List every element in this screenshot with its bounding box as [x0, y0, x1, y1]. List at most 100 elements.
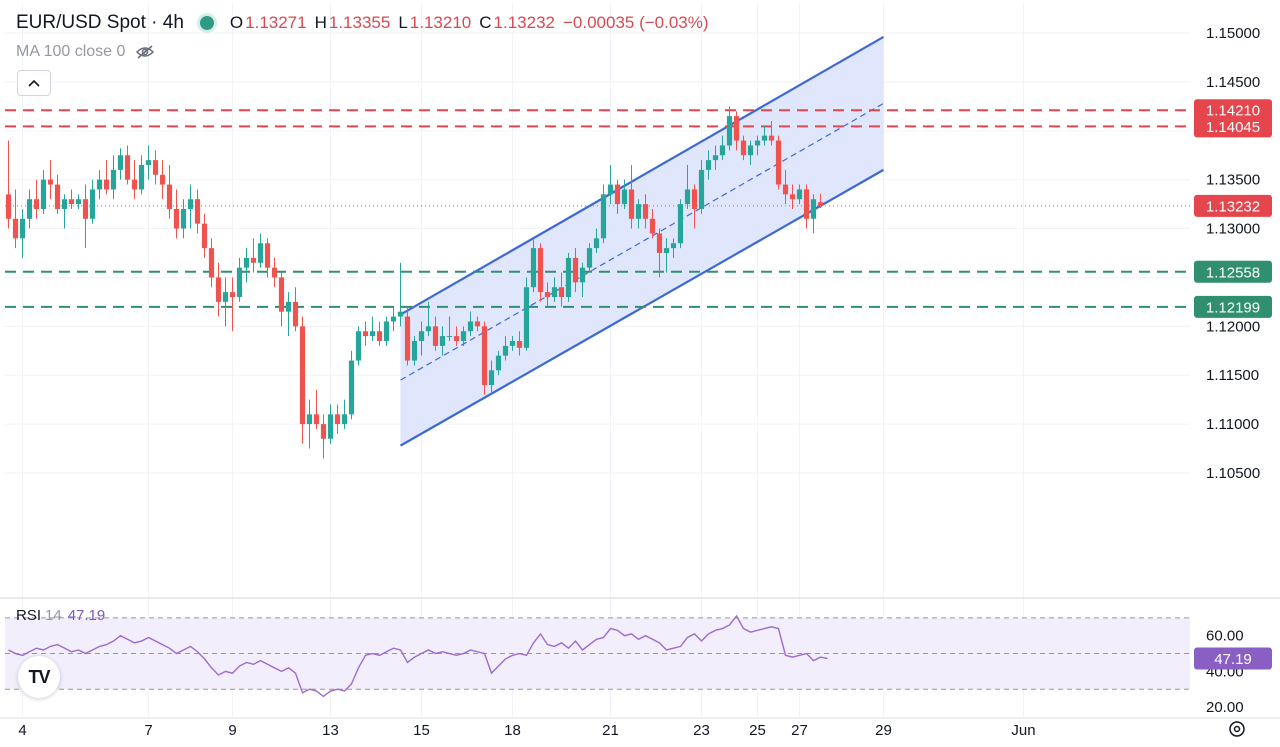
x-axis-tick-label: 4: [18, 722, 26, 739]
settings-gear-icon[interactable]: [1229, 721, 1245, 737]
candle: [96, 169, 103, 200]
candle-body: [544, 292, 551, 297]
candle-body: [586, 248, 593, 268]
candle-body: [789, 194, 796, 200]
candle-body: [264, 243, 271, 268]
candle: [810, 194, 817, 234]
candle-body: [565, 257, 572, 297]
candle-body: [376, 331, 383, 341]
candle: [404, 306, 411, 366]
candle-body: [257, 243, 264, 263]
candle-body: [19, 218, 26, 239]
candle: [642, 194, 649, 229]
candle-body: [768, 135, 775, 141]
collapse-legend-button[interactable]: [17, 70, 51, 96]
price-label-support: 1.12558: [1194, 260, 1272, 283]
candle-body: [327, 414, 334, 439]
candle-body: [61, 199, 68, 209]
candle: [348, 350, 355, 420]
candle-body: [775, 140, 782, 185]
candle: [243, 248, 250, 283]
candle: [306, 399, 313, 449]
low-value: 1.13210: [409, 13, 472, 32]
rsi-value-box: [1194, 647, 1272, 670]
x-axis-tick-label: 21: [602, 722, 619, 739]
eye-hidden-icon[interactable]: [135, 44, 155, 60]
candle: [334, 404, 341, 434]
candle: [579, 262, 586, 297]
candle: [803, 184, 810, 229]
candle-body: [796, 189, 803, 200]
candle-body: [523, 287, 530, 348]
ma-indicator-legend[interactable]: MA 100 close 0: [16, 43, 155, 61]
candle-body: [453, 336, 460, 341]
candle: [61, 194, 68, 229]
candle-body: [425, 326, 432, 332]
candle-body: [439, 336, 446, 346]
candle: [376, 321, 383, 346]
candle: [117, 148, 124, 180]
candle-body: [509, 341, 516, 346]
candle-body: [96, 179, 103, 190]
candle: [551, 277, 558, 302]
candle-body: [684, 189, 691, 205]
y-axis-tick-label: 1.11500: [1206, 367, 1259, 384]
candle: [222, 277, 229, 327]
candle-body: [670, 243, 677, 249]
candle: [460, 326, 467, 346]
candle: [572, 248, 579, 293]
candle: [201, 213, 208, 258]
candle-body: [635, 204, 642, 219]
candle: [467, 311, 474, 337]
gear-ring: [1229, 721, 1245, 737]
candle-body: [502, 345, 509, 356]
candle: [313, 389, 320, 429]
candle: [397, 262, 404, 327]
candle-body: [432, 326, 439, 346]
candle: [264, 238, 271, 278]
rsi-legend[interactable]: RSI 14 47.19: [16, 607, 105, 624]
channel-mid-line: [400, 102, 884, 381]
symbol-title[interactable]: EUR/USD Spot · 4h: [16, 12, 184, 33]
candle-body: [621, 189, 628, 205]
candle-body: [306, 414, 313, 425]
candle: [138, 155, 145, 195]
change-value: −0.00035 (−0.03%): [562, 13, 709, 32]
candle-body: [271, 267, 278, 278]
candle: [68, 189, 75, 209]
candle-body: [390, 316, 397, 322]
candle-body: [411, 341, 418, 361]
candle: [670, 238, 677, 258]
rsi-name: RSI: [16, 607, 42, 624]
candle-body: [495, 355, 502, 371]
rsi-axis-tick-label: 60.00: [1206, 628, 1244, 645]
candle: [82, 184, 89, 249]
candle-body: [691, 189, 698, 209]
candle-body: [194, 199, 201, 224]
candle-body: [103, 179, 110, 190]
candle: [614, 179, 621, 214]
candle: [439, 326, 446, 356]
x-axis-tick-label: 18: [504, 722, 521, 739]
candle: [411, 336, 418, 366]
candle: [586, 243, 593, 273]
candle-body: [166, 184, 173, 209]
candle-body: [201, 223, 208, 249]
price-label-box: [1194, 260, 1272, 283]
price-label-text: 1.14045: [1206, 119, 1260, 136]
chevron-up-icon: [28, 79, 40, 87]
candle: [761, 125, 768, 146]
tradingview-logo[interactable]: TV: [18, 656, 60, 698]
candle-body: [313, 414, 320, 425]
rsi-band-fill: [5, 617, 1190, 690]
candle-body: [705, 160, 712, 170]
candle-body: [754, 140, 761, 146]
candle-body: [369, 331, 376, 337]
candle-body: [236, 267, 243, 297]
candle-body: [418, 331, 425, 341]
candle-body: [810, 199, 817, 219]
candle: [425, 301, 432, 337]
candle: [516, 331, 523, 356]
